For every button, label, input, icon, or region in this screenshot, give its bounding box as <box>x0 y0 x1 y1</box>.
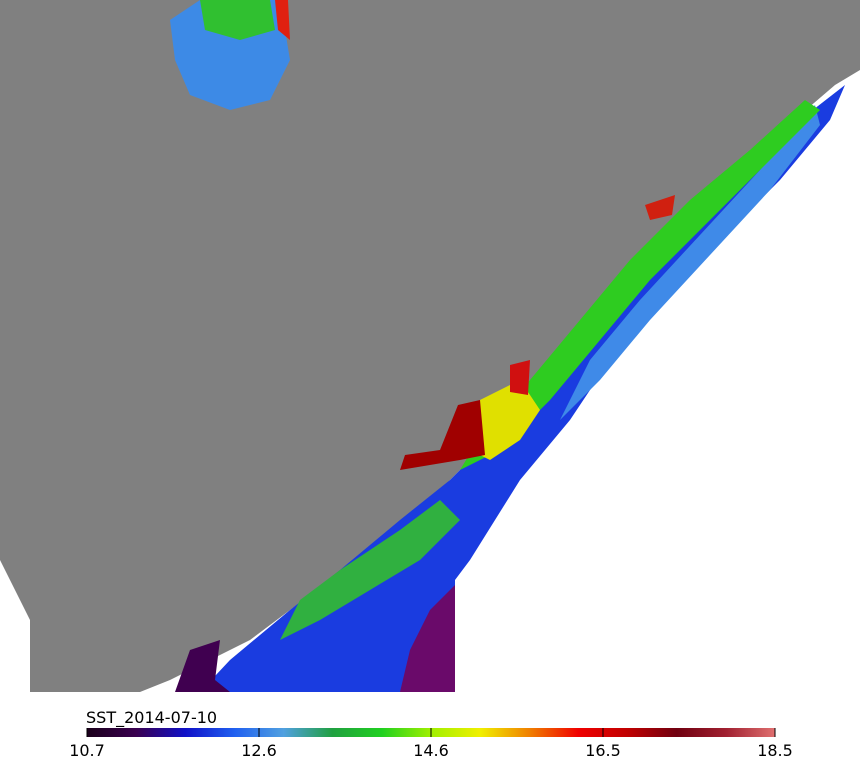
sea-green-band <box>460 100 820 470</box>
sea-yellow-patch <box>470 380 540 460</box>
sea-darkred-patch <box>400 400 485 470</box>
colorbar-tick-label: 16.5 <box>585 741 621 760</box>
colorbar: SST_2014-07-10 10.7 12.6 14.6 16.5 18.5 <box>69 708 793 760</box>
colorbar-tick-label: 12.6 <box>241 741 277 760</box>
colorbar-tick-label: 18.5 <box>757 741 793 760</box>
lake-red <box>275 0 290 40</box>
sea-green-south <box>280 500 460 640</box>
sea-red-patch <box>510 360 530 395</box>
sea-light-blue-band <box>560 105 820 420</box>
sea-red-north <box>645 195 675 220</box>
colorbar-tick-label: 14.6 <box>413 741 449 760</box>
sea-purple-south <box>175 640 230 692</box>
colorbar-label: SST_2014-07-10 <box>86 708 217 728</box>
map <box>0 0 860 692</box>
lake-green <box>200 0 275 40</box>
colorbar-tick-label: 10.7 <box>69 741 105 760</box>
sea-purple-patch <box>400 585 455 692</box>
land <box>0 0 860 692</box>
